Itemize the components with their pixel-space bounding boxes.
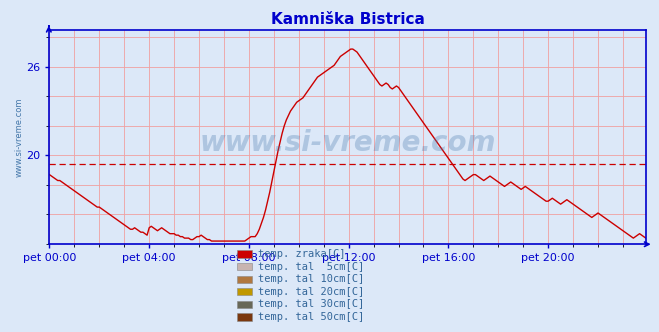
Text: www.si-vreme.com: www.si-vreme.com: [200, 129, 496, 157]
Text: temp. zraka[C]: temp. zraka[C]: [258, 249, 346, 259]
Text: temp. tal 20cm[C]: temp. tal 20cm[C]: [258, 287, 364, 297]
Title: Kamniška Bistrica: Kamniška Bistrica: [271, 12, 424, 27]
Text: temp. tal  5cm[C]: temp. tal 5cm[C]: [258, 262, 364, 272]
Text: temp. tal 30cm[C]: temp. tal 30cm[C]: [258, 299, 364, 309]
Text: temp. tal 10cm[C]: temp. tal 10cm[C]: [258, 274, 364, 284]
Y-axis label: www.si-vreme.com: www.si-vreme.com: [14, 97, 24, 177]
Text: temp. tal 50cm[C]: temp. tal 50cm[C]: [258, 312, 364, 322]
